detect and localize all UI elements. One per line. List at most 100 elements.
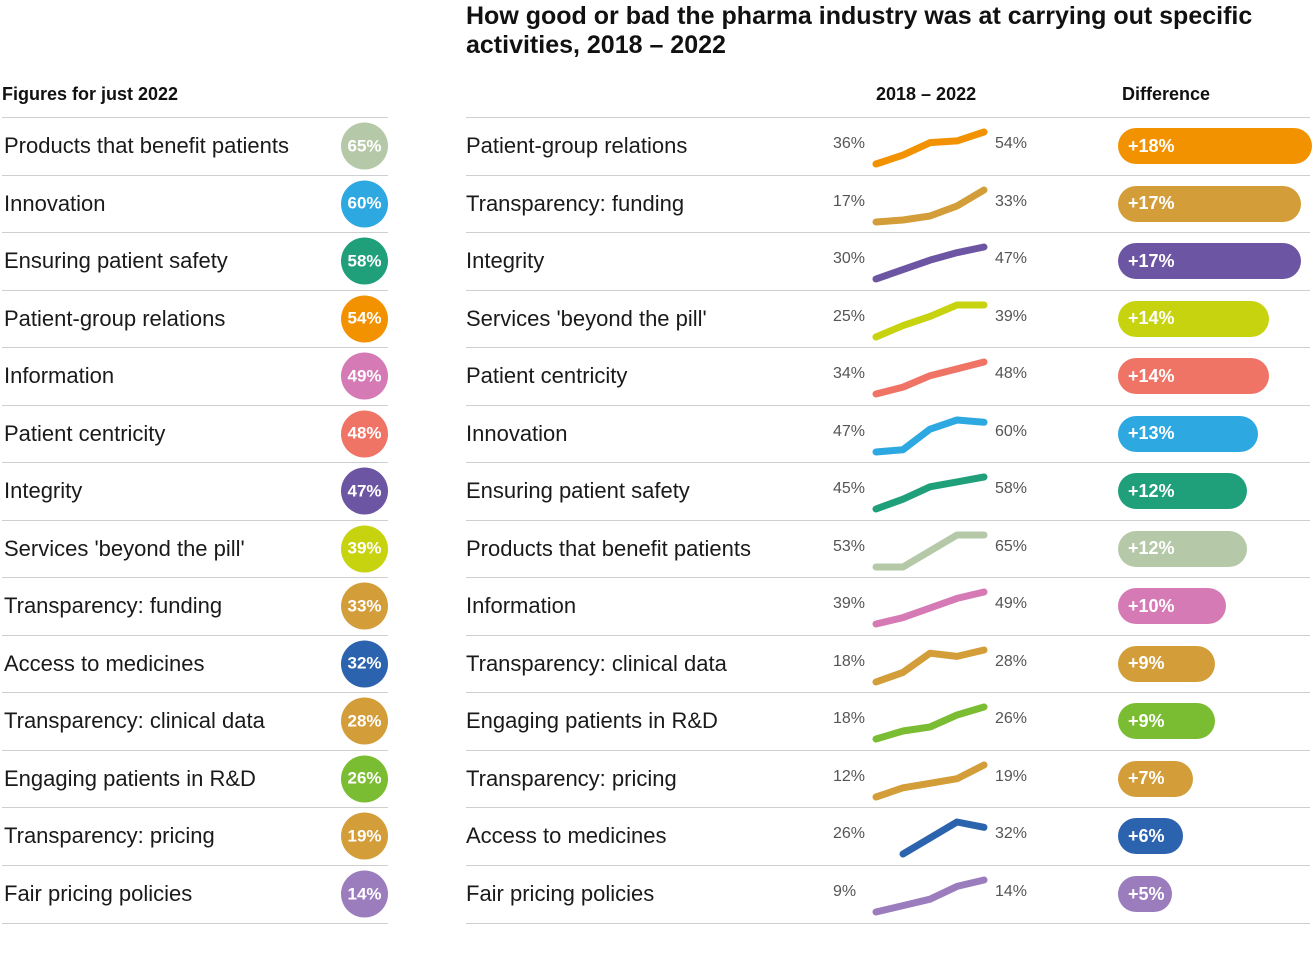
sparkline [872, 646, 988, 685]
left-row-label: Services 'beyond the pill' [4, 535, 245, 561]
sparkline [872, 186, 988, 225]
trend-line [872, 761, 988, 800]
series-label: Engaging patients in R&D [466, 708, 718, 734]
trend-line [872, 531, 988, 570]
sparkline [872, 876, 988, 915]
difference-column-header: Difference [1122, 84, 1211, 104]
left-row: Access to medicines 32% [2, 634, 388, 693]
trend-row: Integrity 30% 47% +17% [466, 232, 1310, 290]
trend-line [872, 588, 988, 628]
difference-bar: +10% [1118, 588, 1226, 625]
trend-row: Services 'beyond the pill' 25% 39% +14% [466, 289, 1310, 348]
left-row-label: Information [4, 363, 115, 389]
sparkline [872, 358, 988, 398]
left-row: Innovation 60% [2, 174, 388, 233]
sparkline [872, 473, 988, 513]
end-value-label: 58% [995, 480, 1028, 498]
left-row-label: Innovation [4, 190, 106, 216]
value-bubble: 65% [341, 122, 388, 170]
difference-bar: +5% [1118, 876, 1172, 912]
trend-column-header: 2018 – 2022 [876, 84, 977, 104]
trend-table: Patient-group relations 36% 54% +18% Transpa… [466, 117, 1312, 924]
series-label: Products that benefit patients [466, 535, 751, 561]
left-row: Transparency: pricing 19% [2, 807, 388, 865]
end-value-label: 47% [995, 250, 1028, 268]
left-row: Fair pricing policies 14% [2, 864, 388, 924]
difference-bar: +7% [1118, 760, 1194, 797]
sparkline [872, 531, 988, 570]
left-row-label: Fair pricing policies [4, 881, 193, 906]
value-bubble: 39% [341, 525, 388, 573]
trend-row: Transparency: clinical data 18% 28% +9% [466, 634, 1310, 693]
start-value-label: 39% [833, 595, 866, 613]
end-value-label: 60% [995, 422, 1028, 440]
value-bubble: 32% [341, 640, 388, 688]
difference-bar: +13% [1118, 415, 1259, 452]
end-value-label: 54% [995, 135, 1028, 153]
left-row: Patient-group relations 54% [2, 289, 388, 348]
value-bubble: 54% [341, 295, 388, 343]
left-row: Engaging patients in R&D 26% [2, 749, 388, 808]
end-value-label: 19% [995, 767, 1028, 785]
sparkline [872, 588, 988, 628]
left-row: Transparency: funding 33% [2, 577, 388, 635]
sparkline [872, 761, 988, 800]
difference-bar: +17% [1118, 185, 1302, 222]
trend-line [872, 301, 988, 340]
trend-row: Access to medicines 26% 32% +6% [466, 807, 1310, 865]
end-value-label: 32% [995, 825, 1028, 843]
difference-bar: +12% [1118, 530, 1248, 567]
value-bubble: 28% [341, 697, 388, 745]
difference-bar: +17% [1118, 243, 1302, 280]
left-row-label: Ensuring patient safety [4, 248, 228, 274]
start-value-label: 17% [833, 192, 866, 210]
trend-line [872, 703, 988, 743]
end-value-label: 39% [995, 307, 1028, 325]
left-column-header: Figures for just 2022 [2, 84, 179, 104]
trend-row: Products that benefit patients 53% 65% +12% [466, 519, 1310, 578]
sparkline [872, 128, 988, 168]
series-label: Patient-group relations [466, 133, 688, 159]
value-bubble: 60% [341, 180, 388, 228]
difference-bar: +14% [1118, 358, 1269, 395]
trend-line [872, 646, 988, 685]
trend-row: Information 39% 49% +10% [466, 577, 1310, 635]
difference-bar: +18% [1118, 128, 1312, 165]
end-value-label: 65% [995, 537, 1028, 555]
series-label: Innovation [466, 420, 568, 446]
difference-bar: +14% [1118, 300, 1269, 337]
sparkline [899, 818, 988, 858]
left-row: Patient centricity 48% [2, 404, 388, 463]
trend-row: Engaging patients in R&D 18% 26% +9% [466, 692, 1310, 750]
series-label: Ensuring patient safety [466, 478, 690, 504]
trend-row: Patient-group relations 36% 54% +18% [466, 117, 1312, 175]
trend-row: Fair pricing policies 9% 14% +5% [466, 864, 1310, 924]
series-label: Transparency: clinical data [466, 650, 727, 676]
value-bubble: 49% [341, 352, 388, 400]
end-value-label: 14% [995, 882, 1028, 900]
trend-row: Transparency: funding 17% 33% +17% [466, 174, 1310, 233]
chart-title: How good or bad the pharma industry was … [466, 2, 1253, 59]
start-value-label: 34% [833, 365, 866, 383]
trend-row: Innovation 47% 60% +13% [466, 404, 1310, 463]
trend-row: Ensuring patient safety 45% 58% +12% [466, 462, 1310, 520]
difference-bar: +12% [1118, 473, 1248, 510]
left-row-label: Transparency: funding [4, 593, 223, 619]
sparkline [872, 416, 988, 455]
series-label: Fair pricing policies [466, 881, 655, 906]
difference-bar: +9% [1118, 645, 1215, 682]
trend-line [872, 186, 988, 225]
end-value-label: 26% [995, 710, 1028, 728]
value-bubble: 58% [341, 237, 388, 285]
left-row: Services 'beyond the pill' 39% [2, 519, 388, 578]
left-row-label: Patient-group relations [4, 305, 226, 331]
left-row: Information 49% [2, 347, 388, 405]
end-value-label: 48% [995, 365, 1028, 383]
series-label: Access to medicines [466, 823, 667, 849]
trend-line [872, 473, 988, 513]
start-value-label: 9% [833, 882, 857, 900]
series-label: Patient centricity [466, 363, 628, 389]
series-label: Services 'beyond the pill' [466, 305, 707, 331]
left-row-label: Patient centricity [4, 420, 166, 446]
left-row-label: Transparency: pricing [4, 823, 215, 849]
